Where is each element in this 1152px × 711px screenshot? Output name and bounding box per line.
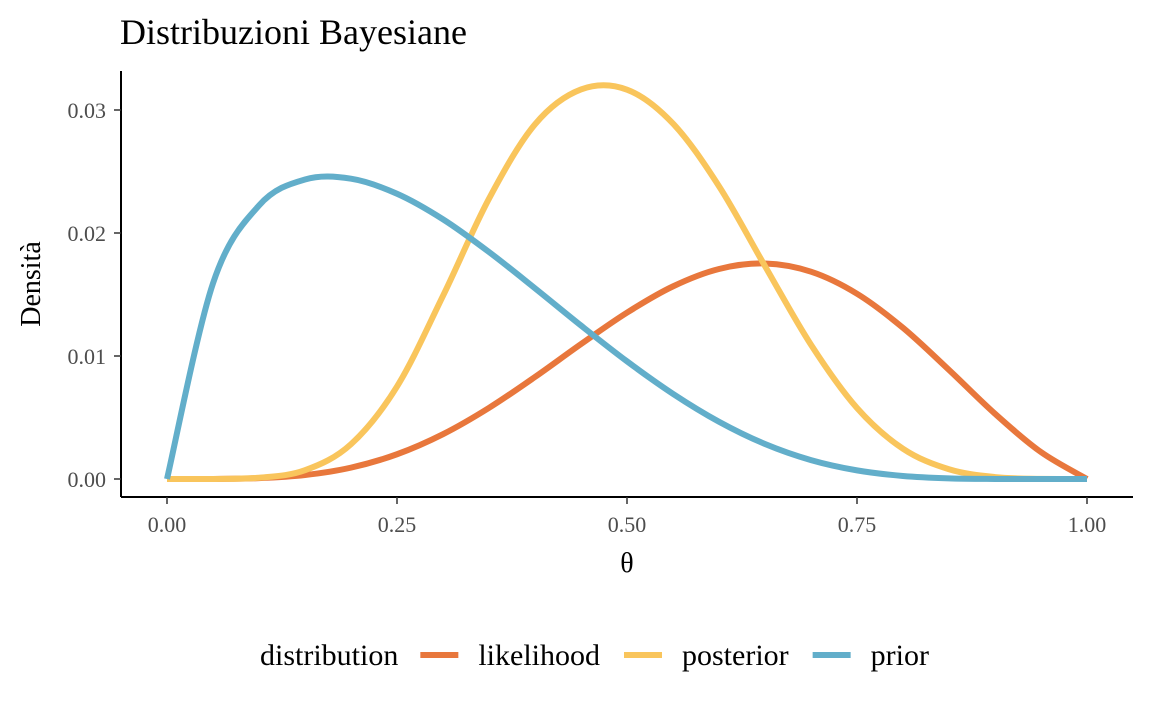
- y-tick-label: 0.00: [68, 467, 107, 492]
- legend: distribution likelihood posterior prior: [260, 639, 929, 672]
- legend-label-likelihood: likelihood: [478, 639, 600, 672]
- x-axis-ticks: 0.00 0.25 0.50 0.75 1.00: [148, 497, 1107, 537]
- legend-title: distribution: [260, 639, 398, 672]
- y-axis-ticks: 0.00 0.01 0.02 0.03: [68, 98, 121, 492]
- y-axis-title: Densità: [16, 241, 47, 327]
- chart-title: Distribuzioni Bayesiane: [120, 12, 467, 52]
- series-line-prior: [164, 173, 1087, 482]
- y-tick-label: 0.03: [68, 98, 107, 123]
- x-tick-label: 0.75: [838, 512, 877, 537]
- x-tick-label: 0.00: [148, 512, 187, 537]
- y-tick-label: 0.01: [68, 344, 107, 369]
- x-axis-title: θ: [620, 548, 633, 579]
- legend-label-prior: prior: [871, 639, 929, 672]
- series-line-posterior: [166, 82, 1088, 482]
- legend-label-posterior: posterior: [682, 639, 789, 672]
- y-tick-label: 0.02: [68, 221, 107, 246]
- plot-lines: [164, 82, 1089, 482]
- x-tick-label: 1.00: [1068, 512, 1107, 537]
- x-tick-label: 0.50: [608, 512, 647, 537]
- series-line-likelihood: [166, 260, 1089, 482]
- x-tick-label: 0.25: [378, 512, 417, 537]
